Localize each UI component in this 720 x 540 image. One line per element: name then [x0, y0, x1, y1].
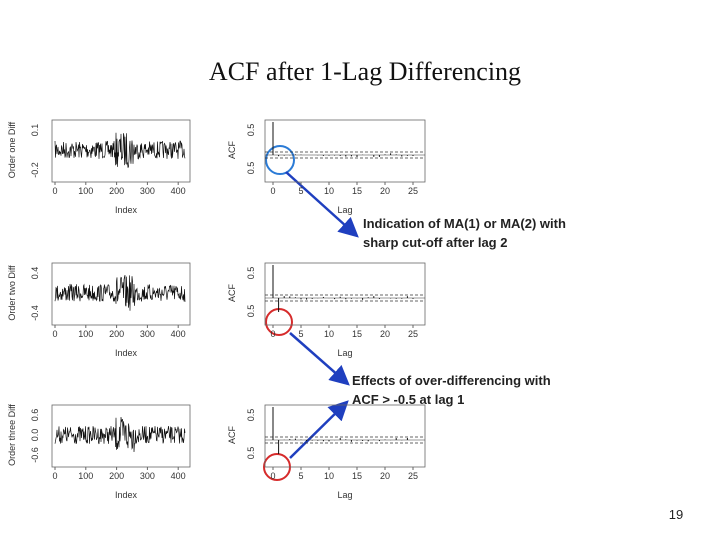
- x-tick-label: 400: [171, 329, 186, 339]
- x-tick-label: 100: [78, 329, 93, 339]
- y-tick-label: 0.5: [246, 305, 256, 318]
- y-axis-label: ACF: [227, 283, 237, 302]
- x-axis-label: Lag: [337, 205, 352, 215]
- x-tick-label: 20: [380, 186, 390, 196]
- x-tick-label: 5: [298, 186, 303, 196]
- x-tick-label: 100: [78, 186, 93, 196]
- y-tick-label: 0.1: [30, 124, 40, 137]
- x-tick-label: 0: [270, 471, 275, 481]
- x-tick-label: 15: [352, 186, 362, 196]
- x-tick-label: 300: [140, 186, 155, 196]
- y-tick-label: 0.4: [30, 267, 40, 280]
- x-tick-label: 20: [380, 471, 390, 481]
- y-tick-label: 0.5: [246, 162, 256, 175]
- x-axis-label: Index: [115, 490, 138, 500]
- x-tick-label: 400: [171, 186, 186, 196]
- x-tick-label: 5: [298, 329, 303, 339]
- y-tick-label: -0.2: [30, 162, 40, 178]
- time-series: [54, 275, 186, 311]
- time-series: [54, 132, 186, 168]
- x-tick-label: 100: [78, 471, 93, 481]
- arrow: [285, 171, 359, 238]
- x-axis-label: Lag: [337, 490, 352, 500]
- y-tick-label: 0.6: [30, 409, 40, 422]
- y-tick-label: 0.5: [246, 447, 256, 460]
- plot-frame: [264, 404, 426, 468]
- plot-frame: [51, 262, 191, 326]
- x-tick-label: 200: [109, 329, 124, 339]
- x-tick-label: 0: [52, 329, 57, 339]
- annotation-line: sharp cut-off after lag 2: [363, 235, 507, 250]
- x-tick-label: 25: [408, 471, 418, 481]
- x-tick-label: 200: [109, 471, 124, 481]
- x-tick-label: 5: [298, 471, 303, 481]
- x-tick-label: 0: [52, 186, 57, 196]
- x-tick-label: 10: [324, 471, 334, 481]
- highlight-circle: [265, 145, 295, 175]
- x-tick-label: 25: [408, 186, 418, 196]
- x-tick-label: 10: [324, 186, 334, 196]
- x-tick-label: 300: [140, 329, 155, 339]
- y-axis-label: ACF: [227, 425, 237, 444]
- x-tick-label: 25: [408, 329, 418, 339]
- y-axis-label: Order three Diff: [7, 404, 17, 466]
- time-series: [54, 416, 186, 453]
- slide-title: ACF after 1-Lag Differencing: [209, 57, 521, 86]
- y-tick-label: 0.0: [30, 429, 40, 442]
- x-tick-label: 10: [324, 329, 334, 339]
- x-tick-label: 15: [352, 329, 362, 339]
- arrow: [289, 400, 349, 459]
- x-tick-label: 0: [270, 186, 275, 196]
- plot-frame: [51, 119, 191, 183]
- y-axis-label: Order one Diff: [7, 121, 17, 178]
- annotation-line: Effects of over-differencing with: [352, 373, 551, 388]
- x-axis-label: Index: [115, 348, 138, 358]
- y-tick-label: 0.5: [246, 124, 256, 137]
- x-tick-label: 15: [352, 471, 362, 481]
- annotation-line: ACF > -0.5 at lag 1: [352, 392, 464, 407]
- annotation-line: Indication of MA(1) or MA(2) with: [363, 216, 566, 231]
- x-tick-label: 0: [52, 471, 57, 481]
- x-tick-label: 0: [270, 329, 275, 339]
- plot-frame: [264, 262, 426, 326]
- x-axis-label: Index: [115, 205, 138, 215]
- x-tick-label: 20: [380, 329, 390, 339]
- y-tick-label: 0.5: [246, 267, 256, 280]
- x-tick-label: 400: [171, 471, 186, 481]
- x-tick-label: 200: [109, 186, 124, 196]
- x-tick-label: 300: [140, 471, 155, 481]
- y-axis-label: Order two Diff: [7, 265, 17, 321]
- arrow: [289, 332, 350, 386]
- page-number: 19: [669, 507, 683, 522]
- y-tick-label: -0.4: [30, 305, 40, 321]
- y-axis-label: ACF: [227, 140, 237, 159]
- plot-frame: [51, 404, 191, 468]
- plot-frame: [264, 119, 426, 183]
- y-tick-label: -0.6: [30, 447, 40, 463]
- y-tick-label: 0.5: [246, 409, 256, 422]
- x-axis-label: Lag: [337, 348, 352, 358]
